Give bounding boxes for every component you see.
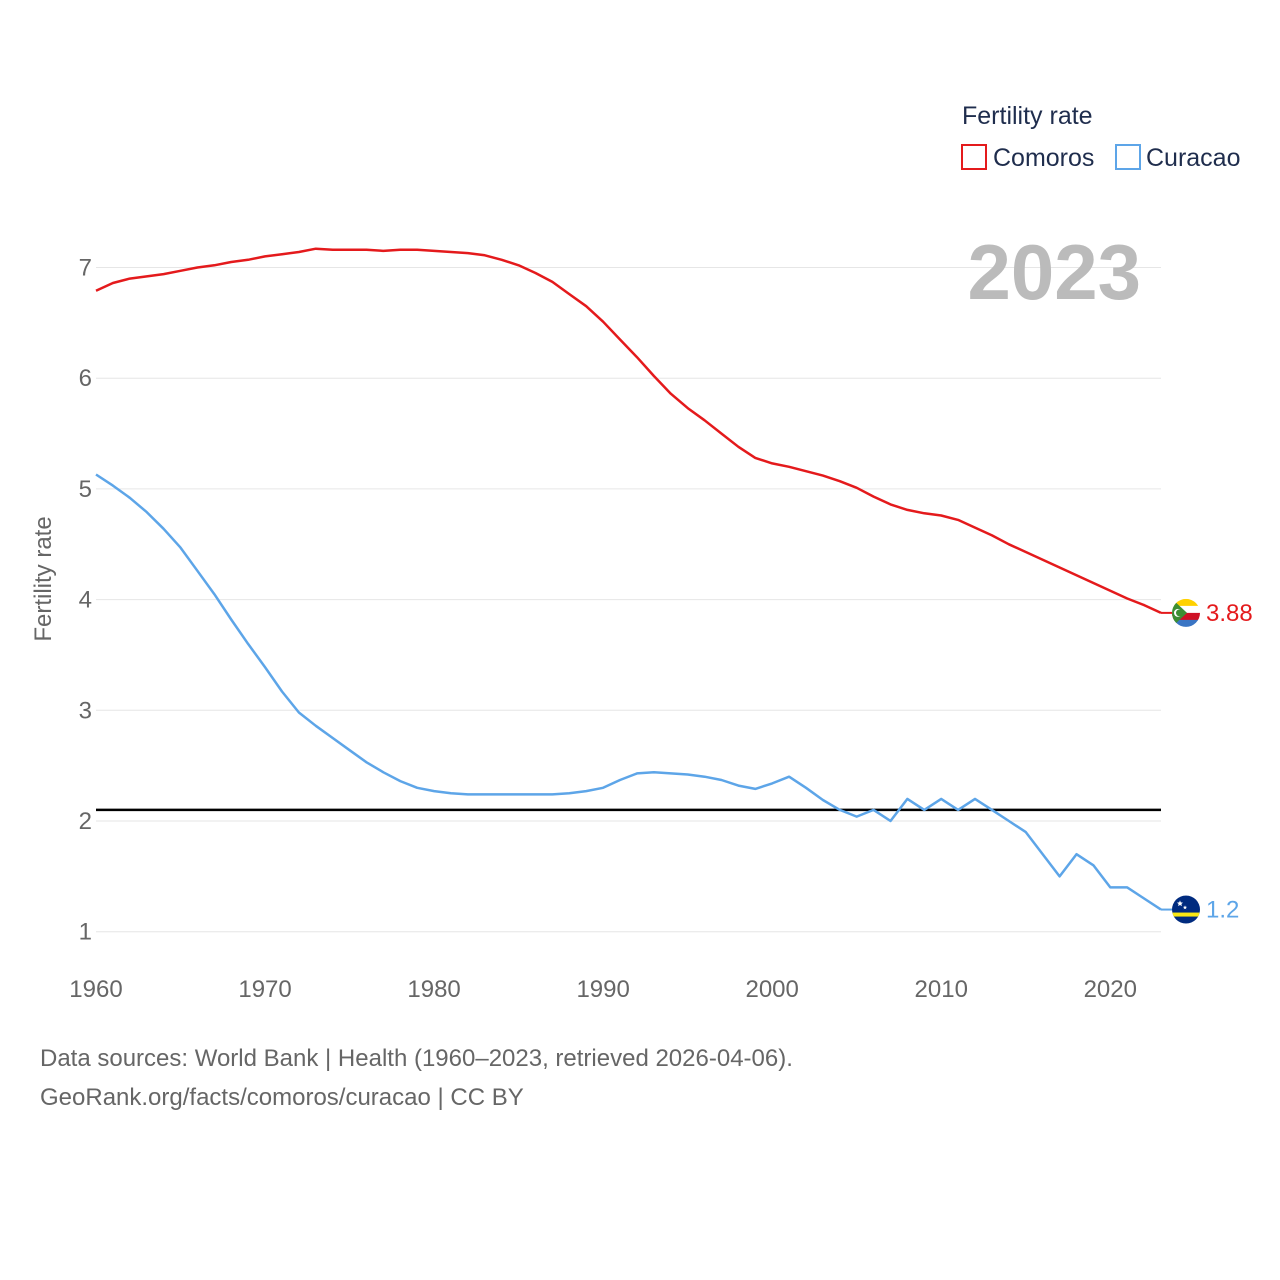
x-tick-labels: 1960 1970 1980 1990 2000 2010 2020 xyxy=(69,976,1137,1003)
y-tick-label-3: 3 xyxy=(79,697,92,724)
legend-entry-curacao[interactable]: Curacao xyxy=(1115,144,1241,172)
y-tick-label-6: 6 xyxy=(79,365,92,392)
x-tick-label-1980: 1980 xyxy=(407,976,460,1003)
y-tick-label-1: 1 xyxy=(79,919,92,946)
y-tick-label-2: 2 xyxy=(79,808,92,835)
series-lines xyxy=(95,247,1162,911)
y-axis-label: Fertility rate xyxy=(30,516,57,641)
legend-entry-comoros[interactable]: Comoros xyxy=(961,144,1094,172)
end-label-curacao: 1.2 xyxy=(1206,897,1239,924)
legend-title: Fertility rate xyxy=(962,102,1093,130)
y-tick-label-4: 4 xyxy=(79,587,92,614)
year-label: 2023 xyxy=(967,228,1141,316)
x-tick-label-2010: 2010 xyxy=(915,976,968,1003)
series-line-comoros[interactable] xyxy=(95,247,1162,615)
legend-swatch-curacao xyxy=(1115,144,1141,170)
series-line-curacao[interactable] xyxy=(95,473,1162,911)
footer-sources: Data sources: World Bank | Health (1960–… xyxy=(40,1045,793,1072)
curacao-flag-icon xyxy=(1172,895,1200,924)
gridlines xyxy=(96,267,1161,933)
legend: Fertility rate Comoros Curacao xyxy=(961,102,1241,172)
end-labels: 3.88 1.2 xyxy=(1161,598,1253,924)
y-tick-labels: 1 2 3 4 5 6 7 xyxy=(79,255,92,946)
x-tick-label-1960: 1960 xyxy=(69,976,122,1003)
x-tick-label-2000: 2000 xyxy=(745,976,798,1003)
x-tick-label-1990: 1990 xyxy=(576,976,629,1003)
legend-label-curacao: Curacao xyxy=(1146,144,1241,172)
end-label-comoros: 3.88 xyxy=(1206,600,1253,627)
y-tick-label-7: 7 xyxy=(79,255,92,282)
comoros-flag-icon xyxy=(1172,598,1200,627)
x-tick-label-2020: 2020 xyxy=(1084,976,1137,1003)
footer-link[interactable]: GeoRank.org/facts/comoros/curacao | CC B… xyxy=(40,1084,524,1111)
legend-swatch-comoros xyxy=(961,144,987,170)
x-tick-label-1970: 1970 xyxy=(238,976,291,1003)
y-tick-label-5: 5 xyxy=(79,476,92,503)
legend-label-comoros: Comoros xyxy=(993,144,1094,172)
